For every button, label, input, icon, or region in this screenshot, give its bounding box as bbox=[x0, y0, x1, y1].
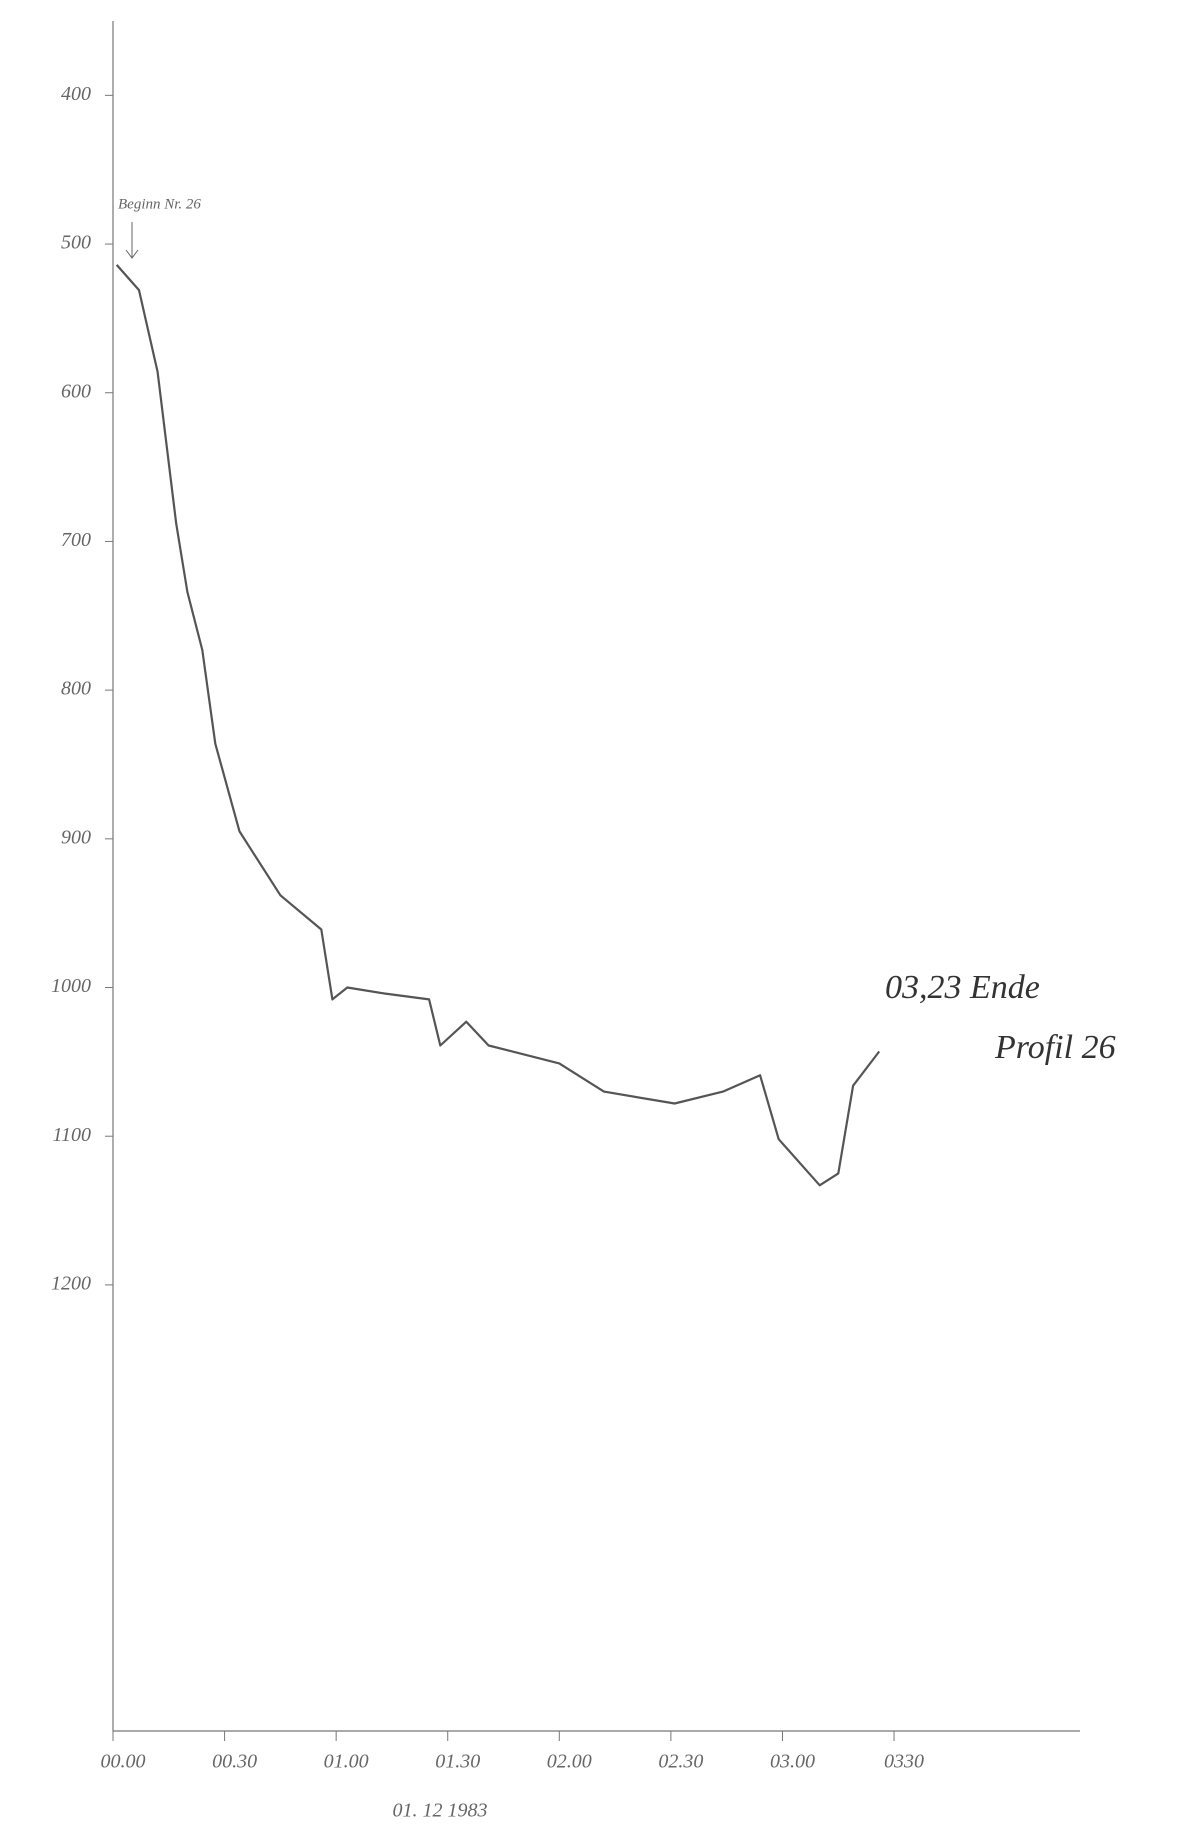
y-tick-label: 400 bbox=[61, 83, 91, 105]
x-tick-label: 0330 bbox=[884, 1751, 924, 1773]
annotation: 03,23 Ende bbox=[885, 969, 1040, 1006]
x-tick-label: 02.30 bbox=[658, 1751, 703, 1773]
x-tick-label: 00.30 bbox=[212, 1751, 257, 1773]
depth-line bbox=[115, 264, 881, 1187]
annotation: Profil 26 bbox=[994, 1029, 1116, 1066]
x-tick-label: 02.00 bbox=[547, 1751, 592, 1773]
x-tick-label: 03.00 bbox=[770, 1751, 815, 1773]
x-tick-label: 01.00 bbox=[324, 1751, 369, 1773]
y-tick-label: 500 bbox=[61, 232, 91, 254]
x-tick-label: 01.30 bbox=[435, 1751, 480, 1773]
annotation: Beginn Nr. 26 bbox=[118, 196, 201, 212]
y-tick-label: 700 bbox=[61, 529, 91, 551]
y-tick-label: 1100 bbox=[52, 1124, 91, 1146]
y-tick-label: 600 bbox=[61, 380, 91, 402]
y-tick-label: 800 bbox=[61, 678, 91, 700]
y-tick-label: 1200 bbox=[51, 1273, 91, 1295]
annotation-arrow bbox=[125, 222, 139, 259]
y-tick-label: 900 bbox=[61, 826, 91, 848]
y-tick-label: 1000 bbox=[51, 975, 91, 997]
x-tick-label: 00.00 bbox=[101, 1751, 146, 1773]
date-label: 01. 12 1983 bbox=[393, 1800, 488, 1822]
